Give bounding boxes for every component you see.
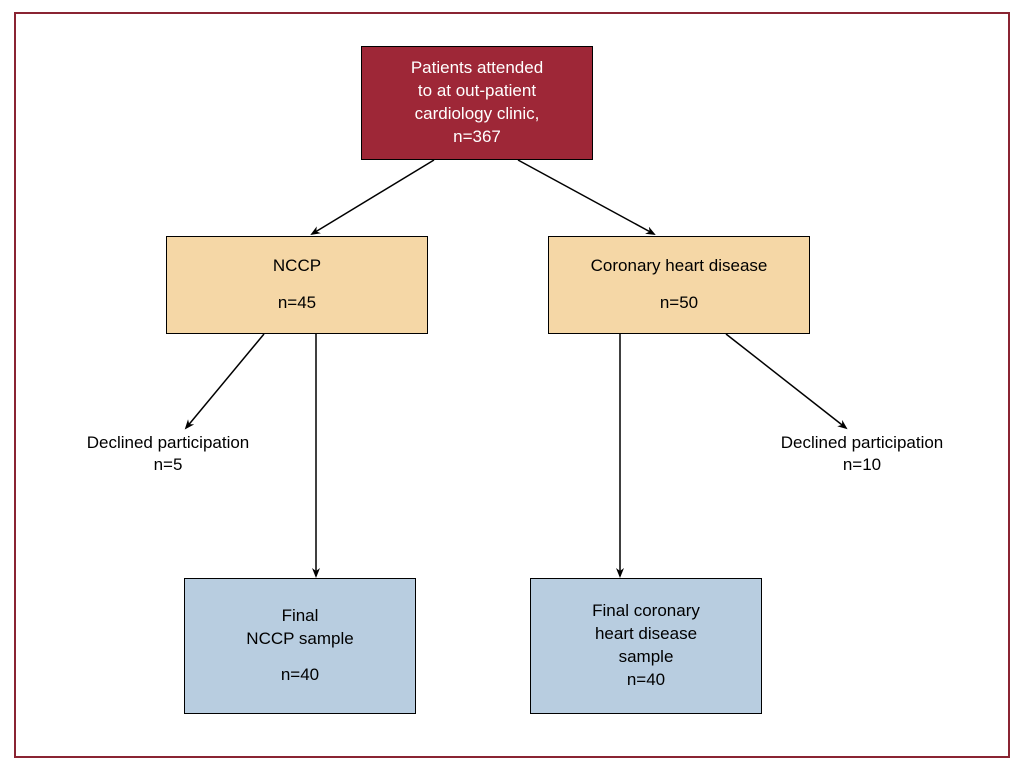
node-count: n=50 — [660, 292, 698, 315]
node-chd: Coronary heart disease n=50 — [548, 236, 810, 334]
arrow — [518, 160, 654, 234]
arrow — [186, 334, 264, 428]
label-declined-right: Declined participation n=10 — [762, 432, 962, 476]
arrow — [312, 160, 434, 234]
arrow — [726, 334, 846, 428]
label-declined-left: Declined participation n=5 — [68, 432, 268, 476]
node-count: n=40 — [627, 669, 665, 692]
label-text: Declined participation — [87, 433, 250, 452]
node-count: n=40 — [281, 664, 319, 687]
node-count: n=45 — [278, 292, 316, 315]
node-line: NCCP sample — [246, 628, 353, 651]
diagram-frame: Patients attended to at out-patient card… — [14, 12, 1010, 758]
node-final-chd: Final coronary heart disease sample n=40 — [530, 578, 762, 714]
node-line: n=367 — [453, 126, 501, 149]
node-line: heart disease — [595, 623, 697, 646]
node-line: Final — [282, 605, 319, 628]
node-line: to at out-patient — [418, 80, 536, 103]
node-title: NCCP — [273, 255, 321, 278]
label-count: n=5 — [154, 455, 183, 474]
node-line: cardiology clinic, — [415, 103, 540, 126]
label-text: Declined participation — [781, 433, 944, 452]
node-title: Coronary heart disease — [591, 255, 768, 278]
node-line: sample — [619, 646, 674, 669]
node-nccp: NCCP n=45 — [166, 236, 428, 334]
node-line: Final coronary — [592, 600, 700, 623]
node-final-nccp: Final NCCP sample n=40 — [184, 578, 416, 714]
node-patients-attended: Patients attended to at out-patient card… — [361, 46, 593, 160]
label-count: n=10 — [843, 455, 881, 474]
node-line: Patients attended — [411, 57, 543, 80]
